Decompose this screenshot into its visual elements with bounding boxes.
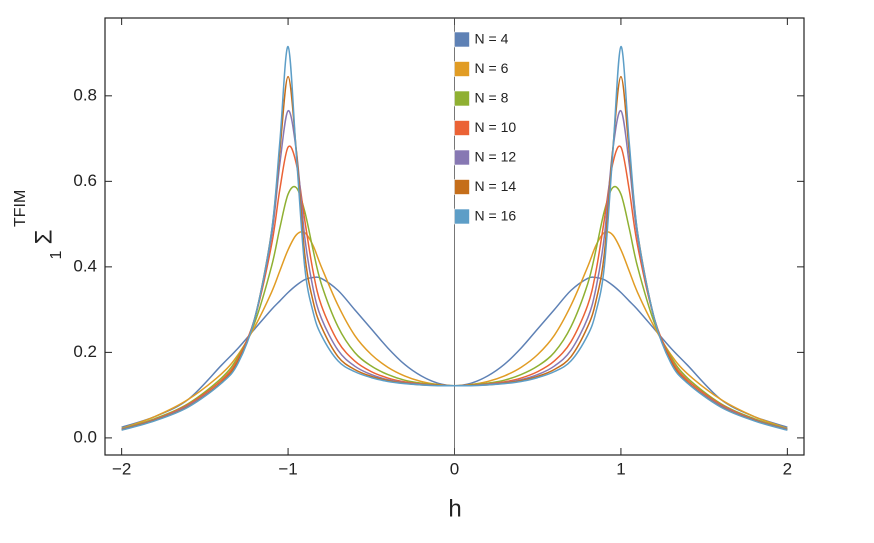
y-label-sup: TFIM: [12, 190, 29, 227]
legend-swatch: [454, 90, 470, 107]
legend-swatch: [454, 31, 470, 48]
x-tick-label: −2: [112, 459, 131, 478]
x-axis-label: h: [448, 495, 461, 522]
legend-text: N = 16: [475, 208, 517, 224]
legend-swatch: [454, 149, 470, 166]
series-line: [121, 45, 788, 431]
y-tick-label: 0.0: [73, 427, 97, 446]
y-axis-label: Σ 1 TFIM: [12, 190, 65, 260]
legend-text: N = 8: [475, 90, 509, 106]
legend-text: N = 12: [475, 149, 517, 165]
legend-swatch: [454, 179, 470, 195]
x-tick-label: 0: [450, 459, 459, 478]
y-tick-label: 0.8: [73, 85, 97, 104]
legend-text: N = 14: [475, 178, 517, 194]
x-tick-label: −1: [278, 459, 297, 478]
y-tick-label: 0.6: [73, 171, 97, 190]
legend-text: N = 6: [475, 60, 509, 76]
legend-text: N = 4: [475, 31, 509, 47]
legend-swatch: [454, 120, 470, 136]
legend-swatch: [454, 61, 470, 77]
x-tick-label: 1: [616, 459, 625, 478]
y-tick-label: 0.4: [73, 256, 97, 275]
y-label-sub: 1: [48, 250, 65, 259]
y-label-main: Σ: [30, 230, 57, 245]
y-tick-label: 0.2: [73, 342, 97, 361]
legend-swatch: [454, 208, 470, 225]
legend-text: N = 10: [475, 119, 517, 135]
x-tick-label: 2: [783, 459, 792, 478]
